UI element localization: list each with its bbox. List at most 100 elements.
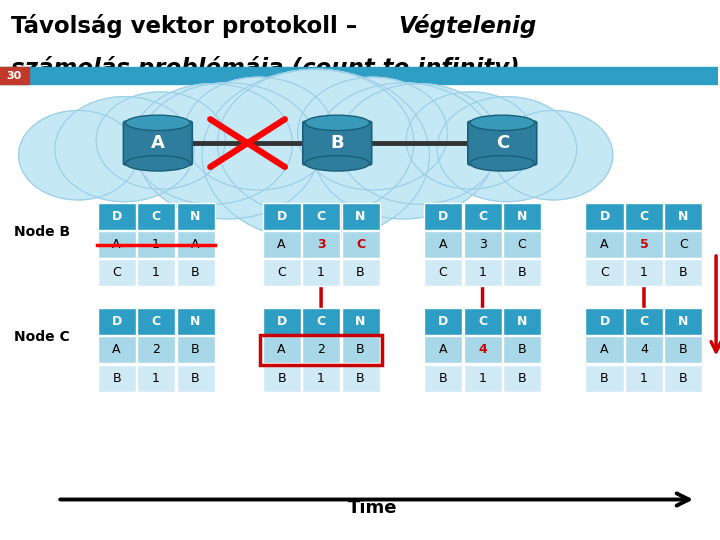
Text: C: C (639, 210, 649, 223)
Circle shape (132, 84, 292, 204)
Circle shape (406, 92, 535, 189)
FancyBboxPatch shape (341, 231, 379, 258)
Text: 3: 3 (479, 238, 487, 251)
Circle shape (339, 84, 499, 204)
Text: N: N (190, 210, 201, 223)
Text: A: A (438, 238, 447, 251)
FancyBboxPatch shape (341, 308, 379, 335)
Text: N: N (356, 315, 366, 328)
FancyBboxPatch shape (137, 308, 175, 335)
Text: C: C (478, 210, 487, 223)
Ellipse shape (470, 115, 534, 131)
FancyBboxPatch shape (424, 364, 462, 391)
FancyBboxPatch shape (625, 203, 663, 230)
Text: A: A (438, 343, 447, 356)
Text: D: D (112, 315, 122, 328)
Text: 1: 1 (317, 266, 325, 279)
Text: A: A (600, 238, 608, 251)
Text: N: N (190, 315, 201, 328)
Text: B: B (192, 372, 200, 384)
Text: B: B (112, 372, 121, 384)
Text: N: N (517, 210, 527, 223)
Circle shape (19, 111, 138, 200)
Text: Távolság vektor protokoll –: Távolság vektor protokoll – (11, 14, 365, 37)
FancyBboxPatch shape (665, 364, 703, 391)
Text: 2: 2 (152, 343, 160, 356)
FancyBboxPatch shape (263, 308, 301, 335)
FancyBboxPatch shape (585, 231, 624, 258)
FancyBboxPatch shape (665, 203, 703, 230)
Text: B: B (679, 266, 688, 279)
FancyBboxPatch shape (625, 336, 663, 363)
Circle shape (202, 70, 429, 241)
Text: 3: 3 (317, 238, 325, 251)
FancyBboxPatch shape (302, 203, 340, 230)
Text: C: C (356, 238, 365, 251)
FancyBboxPatch shape (665, 259, 703, 286)
Text: B: B (192, 266, 200, 279)
FancyBboxPatch shape (503, 259, 541, 286)
FancyBboxPatch shape (341, 203, 379, 230)
FancyBboxPatch shape (424, 336, 462, 363)
Text: C: C (317, 315, 325, 328)
FancyBboxPatch shape (137, 336, 175, 363)
FancyBboxPatch shape (303, 122, 372, 165)
Text: B: B (518, 372, 526, 384)
FancyBboxPatch shape (98, 364, 135, 391)
FancyBboxPatch shape (585, 308, 624, 335)
FancyBboxPatch shape (176, 364, 215, 391)
FancyBboxPatch shape (263, 364, 301, 391)
Text: A: A (112, 238, 121, 251)
FancyBboxPatch shape (98, 336, 135, 363)
FancyBboxPatch shape (665, 308, 703, 335)
Ellipse shape (470, 156, 534, 171)
Text: 1: 1 (152, 372, 160, 384)
FancyBboxPatch shape (503, 231, 541, 258)
Circle shape (297, 77, 447, 190)
Ellipse shape (305, 156, 369, 171)
FancyBboxPatch shape (424, 203, 462, 230)
FancyBboxPatch shape (464, 259, 502, 286)
FancyBboxPatch shape (302, 336, 340, 363)
Text: C: C (639, 315, 649, 328)
Circle shape (437, 97, 577, 201)
Text: N: N (678, 210, 688, 223)
Circle shape (217, 69, 414, 217)
FancyBboxPatch shape (585, 364, 624, 391)
FancyBboxPatch shape (585, 336, 624, 363)
Text: B: B (679, 343, 688, 356)
FancyBboxPatch shape (625, 308, 663, 335)
FancyBboxPatch shape (137, 364, 175, 391)
Bar (0, 68, 29, 84)
FancyBboxPatch shape (424, 231, 462, 258)
FancyBboxPatch shape (503, 364, 541, 391)
FancyBboxPatch shape (625, 259, 663, 286)
FancyBboxPatch shape (424, 259, 462, 286)
FancyBboxPatch shape (176, 336, 215, 363)
Text: 1: 1 (152, 238, 160, 251)
Text: C: C (151, 210, 161, 223)
Text: C: C (478, 315, 487, 328)
Text: C: C (277, 266, 286, 279)
Text: B: B (356, 343, 365, 356)
Text: D: D (438, 210, 448, 223)
Text: A: A (277, 238, 286, 251)
FancyBboxPatch shape (98, 259, 135, 286)
FancyBboxPatch shape (503, 203, 541, 230)
FancyBboxPatch shape (176, 259, 215, 286)
FancyBboxPatch shape (665, 231, 703, 258)
Text: B: B (518, 343, 526, 356)
Text: N: N (517, 315, 527, 328)
FancyBboxPatch shape (263, 231, 301, 258)
Text: Node C: Node C (14, 330, 70, 345)
Text: D: D (276, 210, 287, 223)
Text: 2: 2 (317, 343, 325, 356)
Text: B: B (356, 266, 365, 279)
Text: A: A (112, 343, 121, 356)
Text: 4: 4 (640, 343, 648, 356)
Text: Node B: Node B (14, 225, 71, 239)
Text: A: A (151, 134, 165, 152)
FancyBboxPatch shape (464, 336, 502, 363)
FancyBboxPatch shape (503, 336, 541, 363)
Ellipse shape (305, 115, 369, 131)
